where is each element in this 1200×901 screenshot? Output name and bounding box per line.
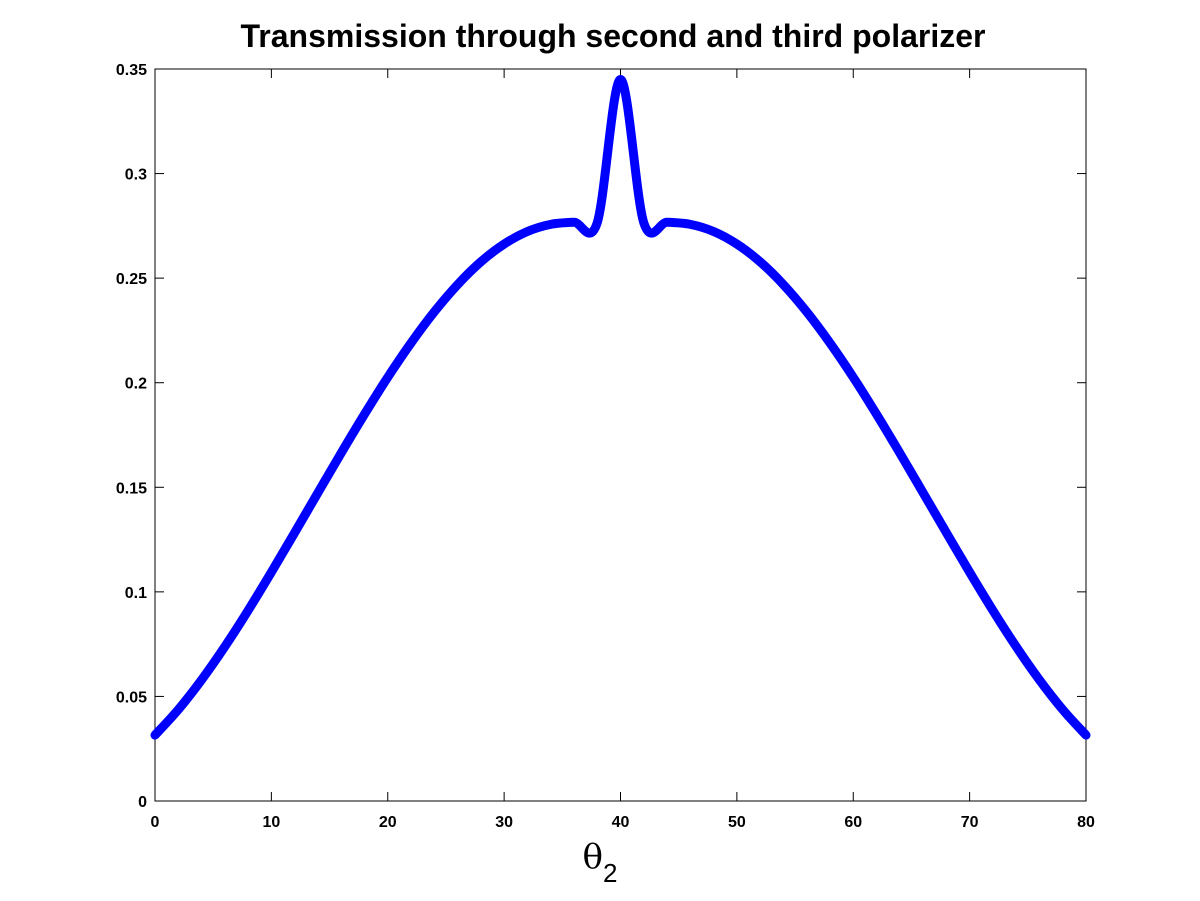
x-tick-label: 40 bbox=[612, 814, 630, 831]
x-tick-label: 50 bbox=[728, 814, 746, 831]
x-tick-label: 80 bbox=[1077, 814, 1095, 831]
x-tick-label: 10 bbox=[262, 814, 280, 831]
series-layer bbox=[150, 74, 1091, 740]
y-tick-label: 0 bbox=[138, 794, 147, 811]
y-tick-label: 0.05 bbox=[116, 689, 147, 706]
y-tick-label: 0.3 bbox=[125, 167, 147, 184]
plot-area bbox=[154, 68, 1087, 802]
x-axis-label-subscript: 2 bbox=[603, 858, 617, 888]
x-tick-label: 20 bbox=[379, 814, 397, 831]
y-tick-label: 0.35 bbox=[116, 62, 147, 79]
y-tick-label: 0.2 bbox=[125, 376, 147, 393]
x-tick-label: 70 bbox=[961, 814, 979, 831]
series-line bbox=[150, 74, 1091, 740]
x-tick-label: 0 bbox=[151, 814, 160, 831]
x-tick-label: 30 bbox=[495, 814, 513, 831]
y-tick-label: 0.1 bbox=[125, 585, 147, 602]
x-tick-label: 60 bbox=[844, 814, 862, 831]
ticks-layer: 0 10 20 30 40 50 60 70 80 0 0.05 0.1 0.15 0.2 0.25 0.3 0… bbox=[116, 62, 1095, 831]
y-tick-label: 0.25 bbox=[116, 271, 147, 288]
chart-title: Transmission through second and third po… bbox=[241, 18, 986, 54]
x-axis-label-symbol: θ bbox=[583, 837, 603, 877]
y-tick-label: 0.15 bbox=[116, 480, 147, 497]
x-axis-label: θ2 bbox=[583, 837, 618, 888]
